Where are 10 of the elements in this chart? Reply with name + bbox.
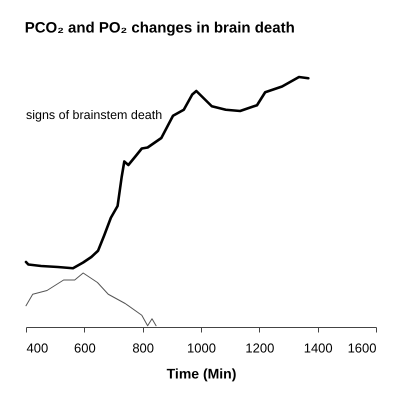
x-tick-label: 400 [26,340,48,356]
x-axis-title: Time (Min) [166,366,236,382]
x-tick-label: 1600 [348,340,376,356]
x-tick-label: 1200 [245,340,274,356]
annotation: signs of brainstem death [26,108,162,122]
x-tick-label: 1400 [304,340,333,356]
x-tick-label: 1000 [187,340,216,356]
x-tick-label: 800 [132,340,154,356]
x-tick-label: 600 [74,340,96,356]
chart-title: PCO₂ and PO₂ changes in brain death [24,20,295,37]
